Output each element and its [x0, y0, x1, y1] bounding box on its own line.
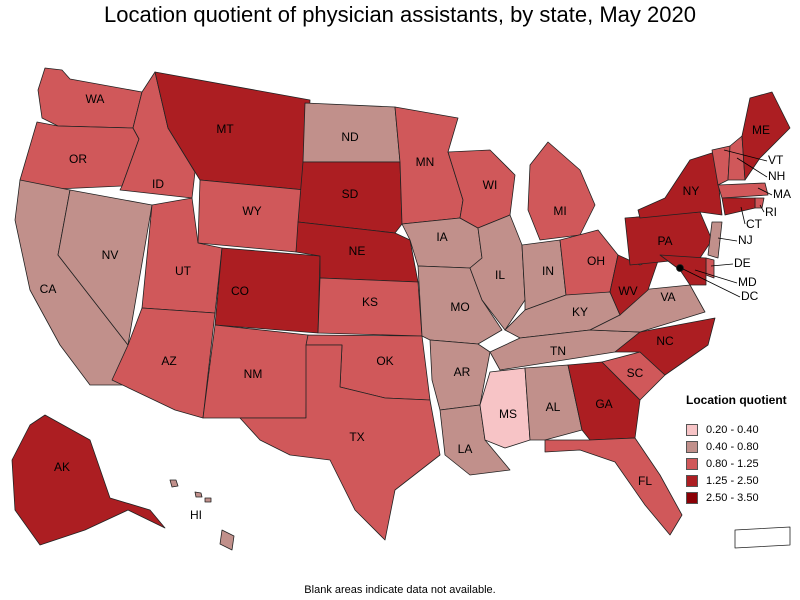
leader-line	[757, 187, 773, 196]
state-label-ga: GA	[595, 397, 612, 411]
state-label-ar: AR	[454, 365, 471, 379]
state-label-ma: MA	[773, 187, 791, 201]
state-label-in: IN	[542, 264, 554, 278]
leader-line	[723, 149, 768, 162]
legend-item: 0.20 - 0.40	[686, 421, 787, 438]
state-ak	[11, 414, 166, 546]
state-label-nj: NJ	[738, 233, 753, 247]
state-label-ut: UT	[175, 264, 192, 278]
state-label-de: DE	[734, 256, 751, 270]
state-sd	[297, 161, 403, 234]
state-label-ne: NE	[349, 244, 366, 258]
legend-swatch	[686, 423, 698, 436]
legend-label: 0.40 - 0.80	[706, 440, 759, 453]
map-title: Location quotient of physician assistant…	[104, 2, 696, 27]
legend-item: 0.80 - 1.25	[686, 455, 787, 472]
state-label-vt: VT	[768, 153, 784, 167]
state-label-ca: CA	[40, 282, 57, 296]
state-label-or: OR	[69, 152, 87, 166]
state-label-nd: ND	[341, 130, 359, 144]
state-label-dc: DC	[741, 289, 759, 303]
state-label-ky: KY	[572, 305, 588, 319]
leader-line	[717, 237, 738, 242]
state-label-wy: WY	[242, 204, 261, 218]
state-label-wi: WI	[483, 178, 498, 192]
legend-label: 1.25 - 2.50	[706, 474, 759, 487]
footnote: Blank areas indicate data not available.	[304, 584, 496, 596]
state-label-ny: NY	[683, 184, 700, 198]
state-label-ct: CT	[746, 217, 763, 231]
state-label-fl: FL	[638, 474, 652, 488]
state-ct	[721, 197, 756, 216]
leader-line	[736, 157, 768, 178]
state-pr	[734, 526, 791, 549]
state-label-az: AZ	[161, 354, 176, 368]
state-hi	[169, 479, 235, 551]
state-label-wa: WA	[86, 92, 105, 106]
state-label-wv: WV	[618, 284, 637, 298]
legend-label: 0.80 - 1.25	[706, 457, 759, 470]
state-label-nv: NV	[102, 248, 119, 262]
state-ny	[637, 151, 723, 219]
state-label-md: MD	[738, 275, 757, 289]
state-label-id: ID	[152, 177, 164, 191]
state-label-va: VA	[660, 290, 675, 304]
state-label-sd: SD	[342, 187, 359, 201]
state-label-nh: NH	[768, 169, 785, 183]
leader-line	[680, 267, 741, 298]
state-tx	[239, 344, 441, 541]
state-label-oh: OH	[587, 254, 605, 268]
state-label-co: CO	[231, 284, 249, 298]
state-label-tx: TX	[349, 430, 364, 444]
state-al	[524, 364, 583, 441]
legend-label: 0.20 - 0.40	[706, 423, 759, 436]
state-label-ok: OK	[376, 354, 393, 368]
legend-swatch	[686, 440, 698, 453]
leader-line	[694, 269, 738, 284]
state-label-ak: AK	[54, 460, 70, 474]
state-label-al: AL	[546, 400, 561, 414]
state-label-ia: IA	[436, 230, 447, 244]
state-nj	[707, 221, 723, 259]
legend: Location quotient 0.20 - 0.40 0.40 - 0.8…	[686, 393, 787, 506]
state-label-ks: KS	[362, 295, 378, 309]
state-ri	[754, 197, 765, 209]
state-label-ms: MS	[499, 407, 517, 421]
leader-line	[710, 263, 734, 267]
legend-swatch	[686, 474, 698, 487]
state-label-il: IL	[495, 268, 505, 282]
state-label-sc: SC	[627, 366, 644, 380]
state-label-hi: HI	[190, 508, 202, 522]
legend-item: 0.40 - 0.80	[686, 438, 787, 455]
state-label-tn: TN	[550, 344, 566, 358]
legend-swatch	[686, 457, 698, 470]
leader-line	[759, 204, 765, 213]
state-mi	[527, 141, 596, 241]
state-ma	[717, 182, 769, 199]
state-label-pa: PA	[657, 234, 672, 248]
state-label-mt: MT	[216, 122, 234, 136]
state-az	[111, 307, 216, 419]
state-label-mn: MN	[416, 155, 435, 169]
state-label-ri: RI	[765, 205, 777, 219]
leader-line	[740, 206, 746, 225]
state-fl	[544, 437, 683, 536]
legend-swatch	[686, 491, 698, 504]
state-dc	[676, 264, 684, 272]
legend-item: 2.50 - 3.50	[686, 489, 787, 506]
legend-label: 2.50 - 3.50	[706, 491, 759, 504]
legend-title: Location quotient	[686, 393, 787, 407]
state-label-mi: MI	[553, 204, 566, 218]
state-label-nm: NM	[244, 367, 263, 381]
state-label-la: LA	[458, 442, 473, 456]
state-label-nc: NC	[656, 334, 674, 348]
state-label-me: ME	[752, 123, 770, 137]
state-label-mo: MO	[450, 300, 469, 314]
legend-item: 1.25 - 2.50	[686, 472, 787, 489]
